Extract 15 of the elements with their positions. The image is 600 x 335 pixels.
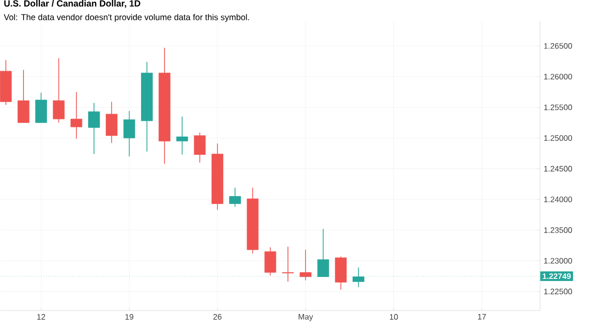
candlestick (282, 246, 294, 282)
annotation: Vol: The data vendor doesn't provide volume data for this symbol. (4, 14, 249, 22)
candlestick (229, 187, 241, 207)
candlestick (70, 91, 82, 139)
candlestick (300, 249, 312, 281)
candlestick (52, 58, 65, 123)
candlestick (123, 110, 136, 157)
candlestick (194, 132, 206, 163)
candlestick (176, 116, 188, 155)
candlestick (106, 101, 118, 144)
candlestick (88, 102, 100, 154)
candlestick (264, 246, 276, 276)
candlestick (18, 69, 30, 123)
chart-title: U.S. Dollar / Canadian Dollar, 1D (4, 0, 140, 8)
candlestick (35, 92, 47, 123)
